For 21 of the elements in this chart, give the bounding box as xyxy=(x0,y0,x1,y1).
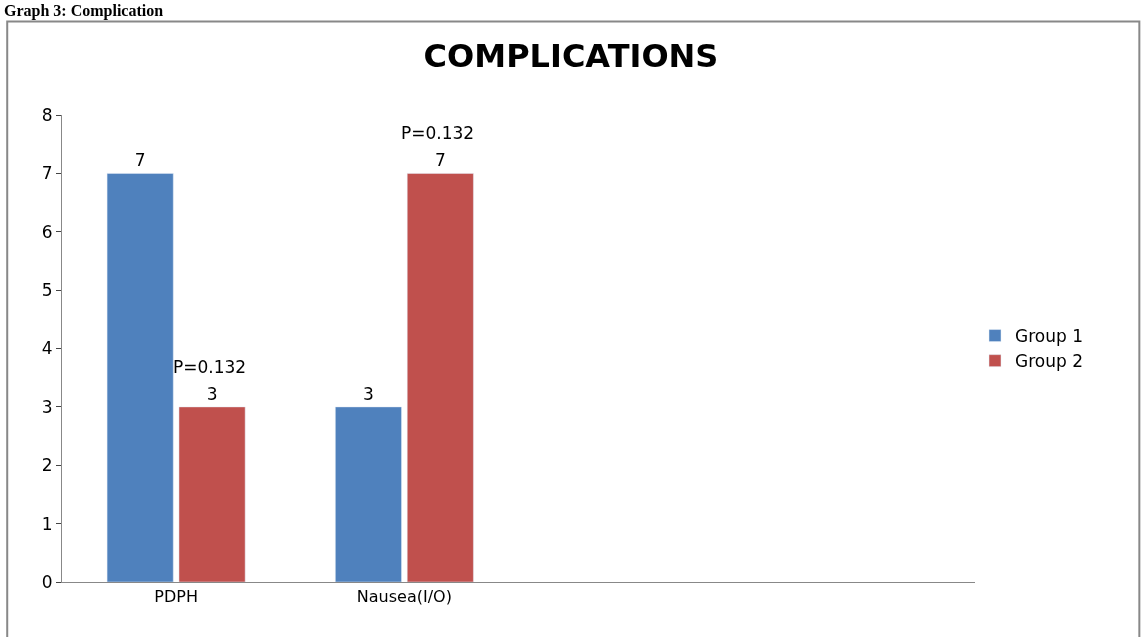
x-tick-label: Nausea(I/O) xyxy=(356,587,452,607)
y-tick-label: 2 xyxy=(41,455,53,476)
data-label: 3 xyxy=(363,383,374,404)
annotation: P=0.132 xyxy=(401,123,475,143)
data-label: 7 xyxy=(434,150,446,171)
y-tick-label: 5 xyxy=(41,280,53,301)
data-label: 3 xyxy=(206,383,218,404)
data-label: 7 xyxy=(134,150,146,171)
y-tick-label: 0 xyxy=(41,571,53,592)
y-tick-label: 3 xyxy=(41,396,53,417)
y-tick-label: 7 xyxy=(41,163,53,184)
caption: Graph 3: Complication xyxy=(4,2,164,20)
legend-label: Group 2 xyxy=(1015,351,1083,372)
legend-label: Group 1 xyxy=(1015,326,1083,347)
annotation: P=0.132 xyxy=(173,357,247,377)
chart-title: COMPLICATIONS xyxy=(423,36,719,75)
x-tick-label: PDPH xyxy=(154,587,198,607)
y-tick-label: 8 xyxy=(41,104,53,125)
y-tick-label: 4 xyxy=(41,338,53,359)
y-tick-label: 6 xyxy=(41,221,53,242)
y-tick-label: 1 xyxy=(41,513,53,534)
